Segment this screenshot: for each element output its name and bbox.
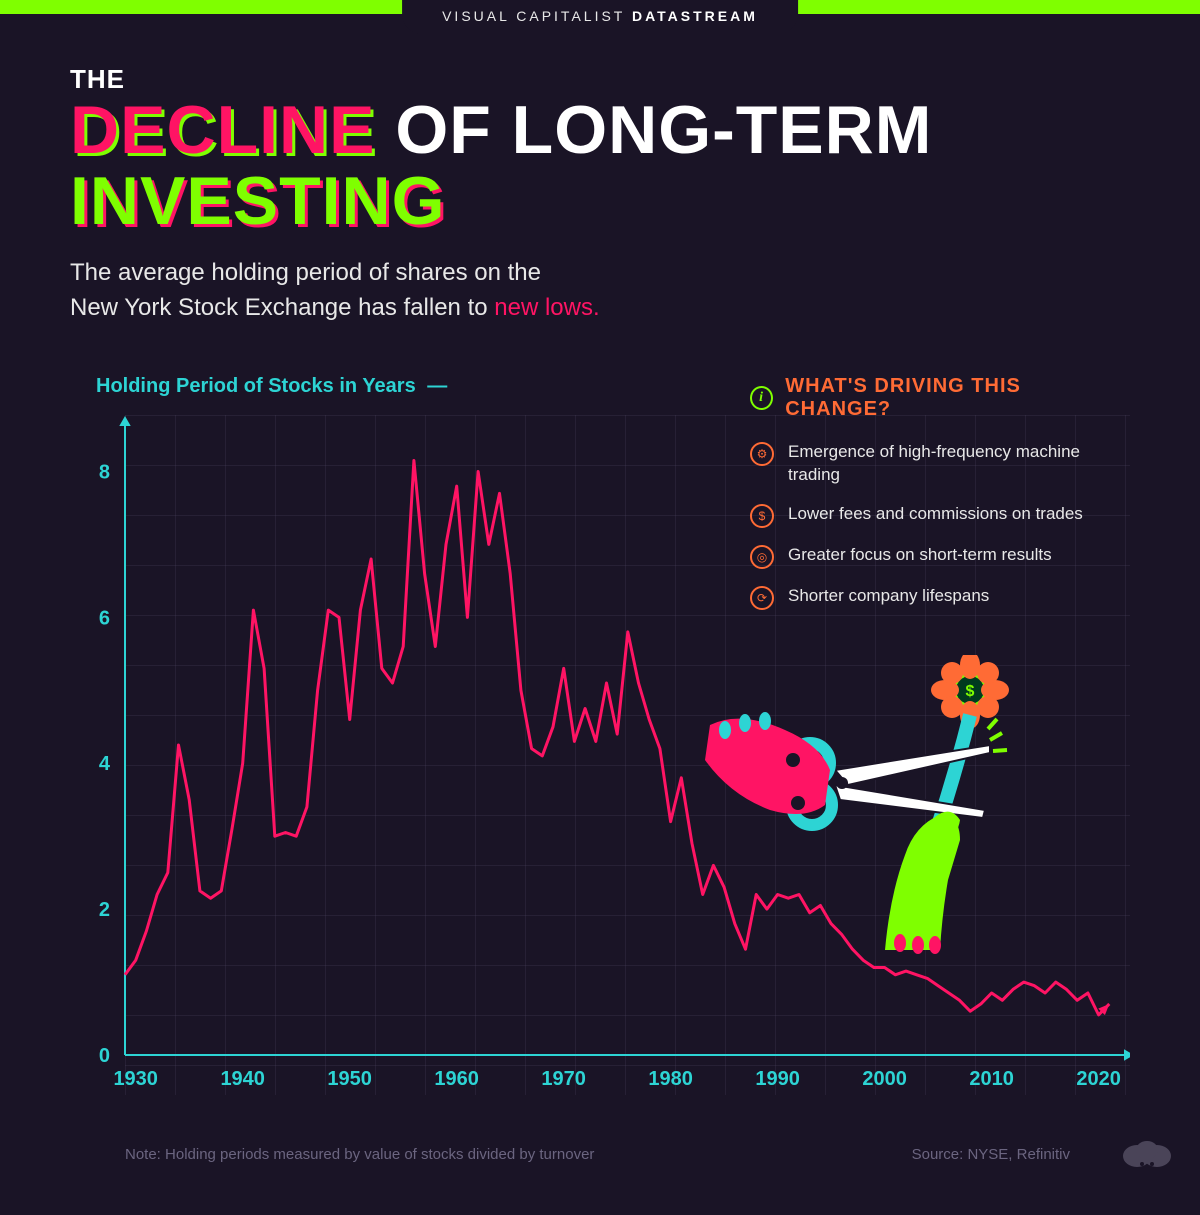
info-heading: WHAT'S DRIVING THIS CHANGE? [785, 375, 1120, 421]
title-main: DECLINE OF LONG-TERM INVESTING [70, 95, 1130, 238]
info-item: ⚙ Emergence of high-frequency machine tra… [750, 441, 1120, 487]
y-ticks-group: 0 2 4 6 8 [99, 462, 111, 1068]
x-tick-label: 2020 [1076, 1068, 1121, 1090]
x-tick-label: 1930 [113, 1068, 157, 1090]
x-tick-label: 2010 [969, 1068, 1014, 1090]
y-axis-arrow [121, 418, 129, 425]
x-tick-label: 1960 [434, 1068, 479, 1090]
info-item: ⟳ Shorter company lifespans [750, 585, 1120, 610]
brand-light: VISUAL CAPITALIST [442, 8, 625, 24]
x-tick-label: 1990 [755, 1068, 800, 1090]
x-axis-arrow [1125, 1051, 1130, 1059]
brand-tab: VISUAL CAPITALIST DATASTREAM [402, 0, 798, 34]
x-tick-label: 2000 [862, 1068, 907, 1090]
brand-bold: DATASTREAM [632, 8, 758, 24]
y-tick-label: 2 [99, 899, 110, 921]
info-item-text: Lower fees and commissions on trades [788, 503, 1083, 526]
subtitle-line2a: New York Stock Exchange has fallen to [70, 294, 494, 321]
y-tick-label: 0 [99, 1045, 110, 1067]
gear-icon: ⚙ [750, 442, 774, 466]
y-tick-label: 4 [99, 754, 111, 776]
x-tick-label: 1970 [541, 1068, 586, 1090]
subtitle-pink: new lows. [494, 294, 599, 321]
info-list: ⚙ Emergence of high-frequency machine tra… [750, 441, 1120, 610]
svg-text:$: $ [966, 683, 975, 700]
subtitle: The average holding period of shares on … [70, 256, 1130, 326]
subtitle-line1: The average holding period of shares on … [70, 259, 541, 286]
chart-y-label: Holding Period of Stocks in Years — [96, 375, 445, 398]
title-mid: OF LONG-TERM [375, 92, 932, 168]
pink-hand-icon [705, 712, 830, 814]
content-wrapper: THE DECLINE OF LONG-TERM INVESTING The a… [0, 14, 1200, 1215]
info-item: $ Lower fees and commissions on trades [750, 503, 1120, 528]
info-item-text: Emergence of high-frequency machine trad… [788, 441, 1120, 487]
info-panel: i WHAT'S DRIVING THIS CHANGE? ⚙ Emergence… [750, 375, 1120, 626]
title-the: THE [70, 64, 1130, 95]
info-title: i WHAT'S DRIVING THIS CHANGE? [750, 375, 1120, 421]
x-tick-label: 1980 [648, 1068, 693, 1090]
x-tick-label: 1940 [220, 1068, 265, 1090]
scissors-illustration: $ [690, 655, 1050, 955]
x-tick-label: 1950 [327, 1068, 372, 1090]
chart-source: Source: NYSE, Refinitiv [912, 1146, 1070, 1163]
title-decline: DECLINE [70, 92, 375, 168]
green-hand-icon [885, 812, 960, 954]
title-investing: INVESTING [70, 163, 446, 239]
y-tick-label: 8 [99, 462, 110, 484]
chart-area: Holding Period of Stocks in Years — 0 2 4 6… [70, 375, 1130, 1175]
x-ticks-group: 1930 1940 1950 1960 1970 1980 1990 2000 2010 2020 [113, 1068, 1120, 1090]
dollar-icon: $ [750, 504, 774, 528]
info-icon: i [750, 386, 773, 410]
cycle-icon: ⟳ [750, 586, 774, 610]
chart-note: Note: Holding periods measured by value … [125, 1146, 594, 1163]
y-tick-label: 6 [99, 608, 110, 630]
info-item: ◎ Greater focus on short-term results [750, 544, 1120, 569]
info-item-text: Greater focus on short-term results [788, 544, 1052, 567]
vc-logo-icon [1122, 1136, 1172, 1172]
info-item-text: Shorter company lifespans [788, 585, 989, 608]
title-block: THE DECLINE OF LONG-TERM INVESTING The a… [70, 64, 1130, 325]
target-icon: ◎ [750, 545, 774, 569]
